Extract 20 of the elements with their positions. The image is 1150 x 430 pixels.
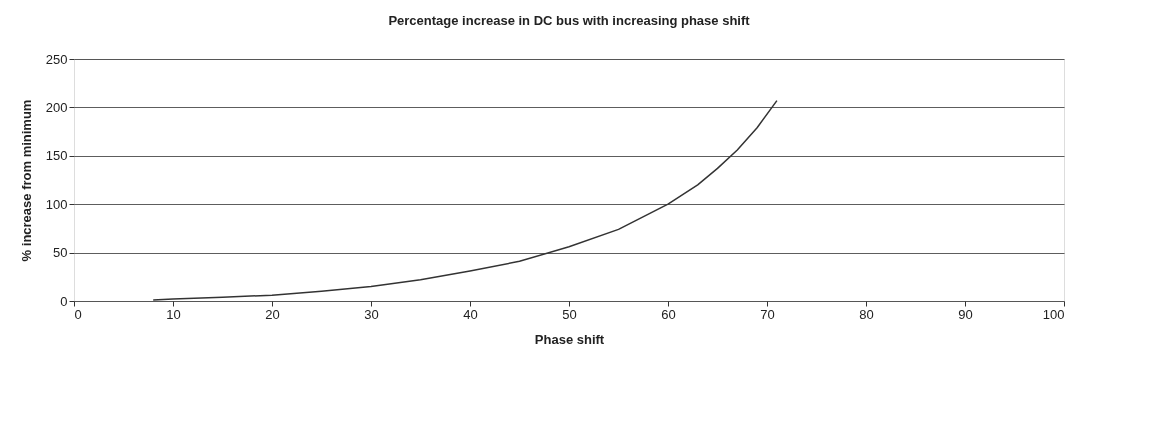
x-tick-label: 100 <box>1042 306 1065 322</box>
y-tick-label: 0 <box>60 293 68 309</box>
x-axis-title: Phase shift <box>534 331 605 347</box>
y-tick-label: 250 <box>45 51 68 67</box>
y-tick-label: 150 <box>45 148 68 164</box>
x-tick-label: 50 <box>562 306 577 322</box>
chart-title: Percentage increase in DC bus with increasing phase shift <box>388 13 751 28</box>
y-tick-label: 50 <box>53 245 68 261</box>
x-tick-label: 10 <box>166 306 181 322</box>
y-tick-label: 100 <box>45 196 68 212</box>
y-tick-label: 200 <box>45 99 68 115</box>
x-tick-label: 20 <box>265 306 280 322</box>
x-tick-label: 40 <box>463 306 478 322</box>
x-tick-label: 0 <box>74 306 82 322</box>
x-tick-label: 30 <box>364 306 379 322</box>
x-tick-label: 70 <box>760 306 775 322</box>
x-tick-label: 60 <box>661 306 676 322</box>
x-tick-label: 80 <box>859 306 874 322</box>
y-axis-title: % increase from minimum <box>18 99 34 262</box>
x-tick-label: 90 <box>958 306 973 322</box>
